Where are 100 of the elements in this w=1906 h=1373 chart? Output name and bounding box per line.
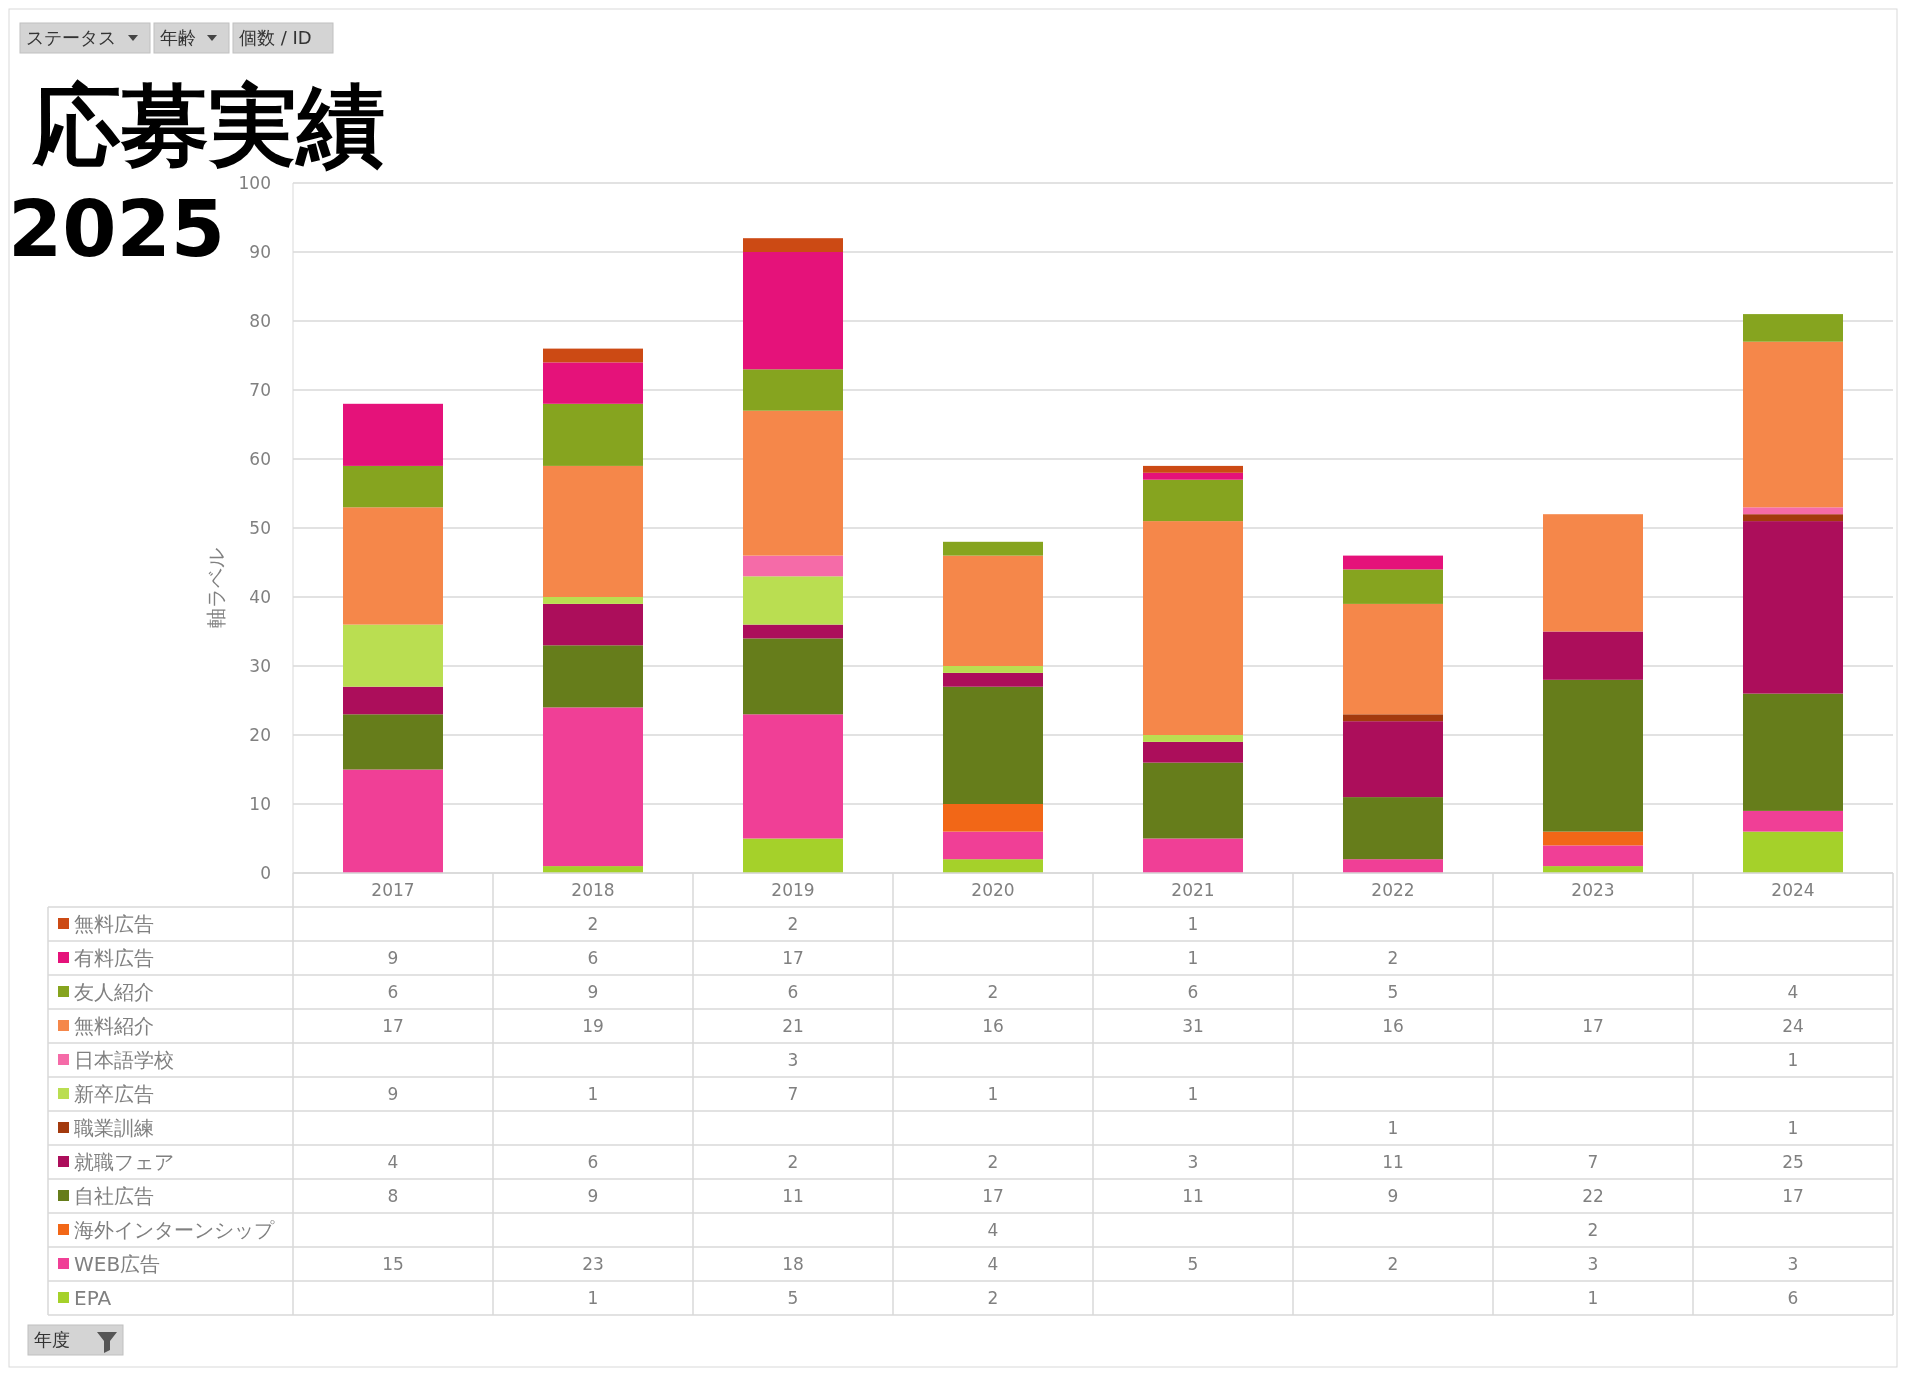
- bar: [1743, 314, 1843, 342]
- x-tick-label: 2024: [1771, 879, 1815, 900]
- bar: [543, 603, 643, 646]
- data-label: 19: [582, 1015, 604, 1036]
- x-tick-label: 2021: [1171, 879, 1215, 900]
- legend-label: 無料広告: [74, 912, 154, 936]
- data-label: 2: [1387, 1253, 1399, 1274]
- data-label: 1: [1387, 1117, 1399, 1138]
- data-label: 9: [387, 1083, 399, 1104]
- y-tick-label: 40: [249, 586, 271, 607]
- bar: [543, 403, 643, 466]
- y-tick-label: 90: [249, 241, 271, 262]
- y-tick-label: 70: [249, 379, 271, 400]
- bar: [1543, 631, 1643, 680]
- legend-label: 新卒広告: [74, 1082, 154, 1106]
- data-label: 18: [782, 1253, 804, 1274]
- data-label: 6: [587, 947, 599, 968]
- bar: [1143, 479, 1243, 522]
- y-tick-label: 20: [249, 724, 271, 745]
- data-label: 6: [1187, 981, 1199, 1002]
- bar: [943, 541, 1043, 556]
- bar: [1343, 859, 1443, 873]
- bar: [943, 686, 1043, 804]
- x-tick-label: 2018: [571, 879, 615, 900]
- data-label: 15: [382, 1253, 404, 1274]
- data-label: 6: [787, 981, 799, 1002]
- data-label: 2: [1587, 1219, 1599, 1240]
- data-label: 1: [1187, 913, 1199, 934]
- data-label: 1: [1587, 1287, 1599, 1308]
- data-label: 2: [1387, 947, 1399, 968]
- bar: [943, 859, 1043, 873]
- bar: [743, 555, 843, 577]
- data-label: 11: [1382, 1151, 1404, 1172]
- legend-label: 無料紹介: [74, 1014, 154, 1038]
- bar: [1143, 521, 1243, 735]
- bar: [1343, 555, 1443, 570]
- data-label: 4: [1787, 981, 1799, 1002]
- bar: [343, 465, 443, 508]
- bar: [1743, 521, 1843, 694]
- bar: [543, 348, 643, 363]
- data-label: 2: [987, 1151, 999, 1172]
- bar: [543, 645, 643, 708]
- data-label: 1: [587, 1287, 599, 1308]
- bar: [1343, 603, 1443, 715]
- bar: [1143, 762, 1243, 839]
- bar: [743, 576, 843, 625]
- data-label: 17: [1782, 1185, 1804, 1206]
- bar: [743, 369, 843, 411]
- data-label: 2: [787, 913, 799, 934]
- y-tick-label: 0: [260, 862, 271, 883]
- data-label: 1: [1787, 1049, 1799, 1070]
- bar: [943, 804, 1043, 832]
- data-label: 3: [1787, 1253, 1799, 1274]
- bar: [1543, 514, 1643, 632]
- bar: [1143, 735, 1243, 742]
- bar: [743, 714, 843, 839]
- data-label: 9: [587, 981, 599, 1002]
- bar: [743, 624, 843, 639]
- data-label: 9: [387, 947, 399, 968]
- data-label: 5: [1187, 1253, 1199, 1274]
- bar: [943, 555, 1043, 666]
- pivot-field-button: 年度: [27, 1324, 124, 1356]
- bar: [343, 403, 443, 466]
- pivot-field-button: 年齢: [153, 22, 230, 54]
- bar: [1343, 721, 1443, 798]
- data-label: 11: [1182, 1185, 1204, 1206]
- data-label: 2: [987, 981, 999, 1002]
- x-tick-label: 2017: [371, 879, 415, 900]
- bar: [1343, 797, 1443, 860]
- y-tick-label: 80: [249, 310, 271, 331]
- bar: [743, 638, 843, 715]
- data-label: 17: [382, 1015, 404, 1036]
- bar: [943, 831, 1043, 860]
- x-tick-label: 2022: [1371, 879, 1415, 900]
- data-label: 25: [1782, 1151, 1804, 1172]
- bar: [1143, 465, 1243, 473]
- legend-label: WEB広告: [74, 1252, 161, 1276]
- bar: [1543, 679, 1643, 832]
- data-label: 3: [1587, 1253, 1599, 1274]
- bar: [1143, 741, 1243, 763]
- data-label: 5: [787, 1287, 799, 1308]
- bar: [543, 362, 643, 404]
- data-label: 21: [782, 1015, 804, 1036]
- data-label: 16: [1382, 1015, 1404, 1036]
- data-label: 24: [1782, 1015, 1804, 1036]
- data-label: 5: [1387, 981, 1399, 1002]
- data-label: 3: [787, 1049, 799, 1070]
- data-label: 11: [782, 1185, 804, 1206]
- bar: [1743, 514, 1843, 522]
- data-label: 6: [1787, 1287, 1799, 1308]
- pivot-field-button: ステータス: [19, 22, 151, 54]
- y-tick-label: 30: [249, 655, 271, 676]
- pivot-field-button: 個数 / ID: [232, 22, 334, 54]
- data-label: 16: [982, 1015, 1004, 1036]
- legend-label: 有料広告: [74, 946, 154, 970]
- data-label: 2: [787, 1151, 799, 1172]
- data-label: 17: [1582, 1015, 1604, 1036]
- data-label: 6: [387, 981, 399, 1002]
- legend-label: 自社広告: [74, 1184, 154, 1208]
- data-label: 17: [782, 947, 804, 968]
